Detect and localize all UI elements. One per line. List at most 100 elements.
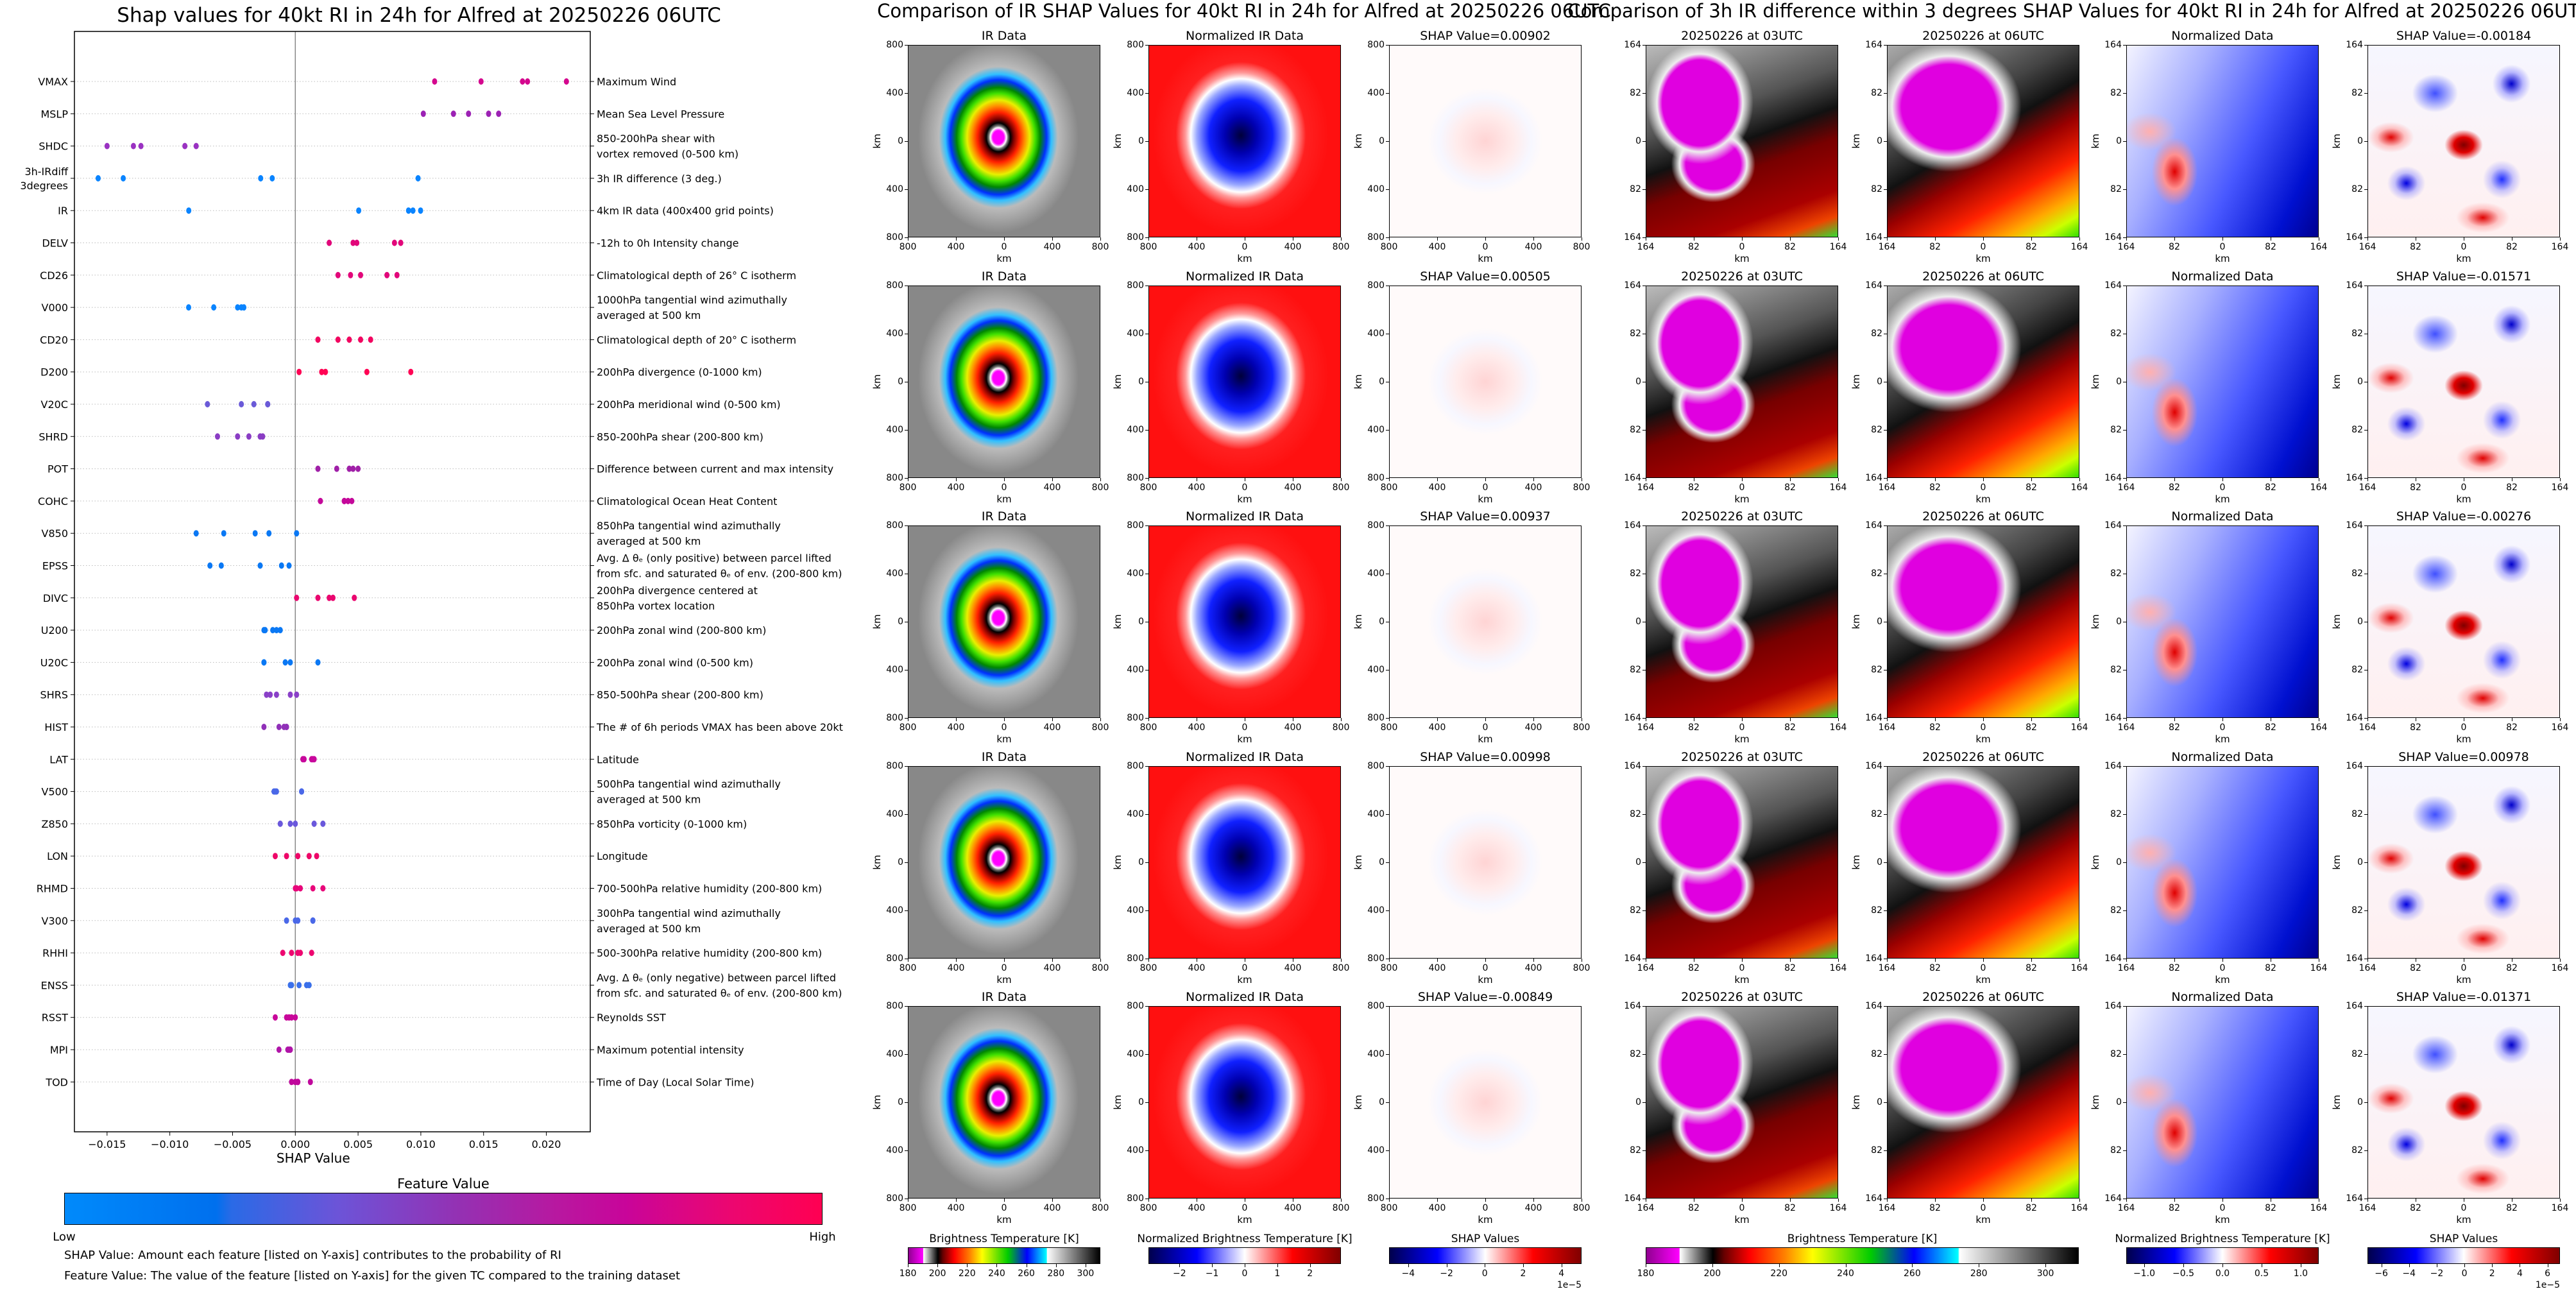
x-tick-mark bbox=[2222, 718, 2223, 722]
shap-point bbox=[432, 78, 438, 85]
x-tick-mark bbox=[1838, 1199, 1839, 1202]
x-axis-label: km bbox=[1734, 493, 1750, 505]
shap-point bbox=[289, 982, 294, 989]
shap-point bbox=[358, 271, 364, 278]
x-tick-mark bbox=[1100, 1199, 1101, 1202]
image-panel bbox=[1389, 765, 1582, 959]
x-tick-label: 82 bbox=[1688, 722, 1700, 733]
y-tick-label: 82 bbox=[2351, 808, 2363, 819]
y-tick-label: 800 bbox=[886, 1001, 903, 1012]
x-tick-mark bbox=[2560, 1199, 2561, 1202]
x-tick-label: 82 bbox=[2265, 962, 2276, 973]
y-tick-label: 82 bbox=[2351, 905, 2363, 916]
x-tick-label: 164 bbox=[2310, 722, 2328, 733]
y-tick-label: 82 bbox=[2110, 665, 2122, 676]
x-tick-mark bbox=[1742, 477, 1743, 481]
colorbar-title: SHAP Values bbox=[2429, 1233, 2498, 1245]
x-tick-mark bbox=[1341, 958, 1342, 962]
x-tick-label: 82 bbox=[2265, 722, 2276, 733]
y-tick-label: 164 bbox=[2346, 472, 2363, 483]
y-axis-label: km bbox=[2090, 1095, 2101, 1111]
shap-point bbox=[520, 78, 525, 85]
x-tick-label: 164 bbox=[2310, 482, 2328, 493]
y-tick-mark bbox=[2364, 45, 2367, 46]
y-tick-label: 800 bbox=[886, 40, 903, 50]
y-tick-mark bbox=[1386, 1102, 1389, 1104]
y-tick-label: 800 bbox=[1127, 40, 1144, 50]
x-tick-label: 400 bbox=[1524, 1203, 1542, 1214]
x-tick-mark bbox=[2560, 237, 2561, 241]
y-tick-label: 400 bbox=[886, 905, 903, 916]
panel-title: Normalized IR Data bbox=[1186, 509, 1304, 524]
y-axis-label: km bbox=[1112, 1095, 1123, 1111]
x-tick-mark bbox=[1887, 718, 1888, 722]
image-panel bbox=[2367, 525, 2560, 719]
x-tick-label: 800 bbox=[1139, 242, 1157, 252]
y-tick-label: 800 bbox=[1127, 760, 1144, 771]
shap-point bbox=[289, 950, 294, 957]
y-tick-label: 400 bbox=[886, 424, 903, 435]
y-tick-label: 164 bbox=[1865, 280, 1882, 291]
x-tick-mark bbox=[1533, 477, 1534, 481]
feature-label: V000 bbox=[42, 302, 68, 314]
shap-point bbox=[262, 627, 268, 634]
panel-title: 20250226 at 03UTC bbox=[1681, 509, 1803, 524]
x-tick-label: 82 bbox=[2169, 1203, 2180, 1214]
y-tick-mark bbox=[2123, 1102, 2126, 1104]
y-tick-mark bbox=[2364, 718, 2367, 719]
y-tick-label: 164 bbox=[2346, 953, 2363, 964]
x-tick-label: −0.015 bbox=[88, 1138, 126, 1150]
feature-description: Avg. Δ θₑ (only negative) between parcel… bbox=[597, 971, 836, 984]
x-tick-mark bbox=[2367, 1199, 2368, 1202]
image-panel bbox=[1646, 1006, 1838, 1199]
shap-point bbox=[358, 336, 364, 343]
x-tick-label: 164 bbox=[2117, 722, 2135, 733]
x-tick-label: 0 bbox=[2219, 962, 2226, 973]
y-tick-label: 82 bbox=[1630, 424, 1641, 435]
feature-description: 300hPa tangential wind azimuthally bbox=[597, 907, 781, 919]
x-tick-label: 400 bbox=[1284, 722, 1302, 733]
x-tick-mark bbox=[2367, 958, 2368, 962]
y-tick-label: 0 bbox=[898, 617, 903, 627]
y-tick-label: 82 bbox=[2110, 424, 2122, 435]
x-tick-mark bbox=[2079, 237, 2080, 241]
colorbar-tick-label: −2 bbox=[2430, 1268, 2444, 1279]
colorbar-tick-label: −4 bbox=[1401, 1268, 1415, 1279]
colorbar-tick-mark bbox=[2464, 1264, 2466, 1267]
y-tick-label: 400 bbox=[1127, 328, 1144, 339]
y-tick-label: 0 bbox=[2116, 376, 2122, 387]
image-panel bbox=[2126, 45, 2319, 237]
y-tick-label: 164 bbox=[1865, 953, 1882, 964]
x-tick-mark bbox=[1148, 237, 1149, 241]
y-axis-label: km bbox=[2331, 373, 2342, 389]
y-tick-label: 400 bbox=[1367, 424, 1385, 435]
shap-point bbox=[235, 433, 241, 440]
feature-label: LAT bbox=[49, 753, 68, 765]
y-tick-label: 800 bbox=[1127, 1001, 1144, 1012]
feature-label: COHC bbox=[38, 495, 68, 508]
colorbar-tick-label: −0.5 bbox=[2172, 1268, 2195, 1279]
y-tick-label: 164 bbox=[1624, 1193, 1641, 1204]
x-tick-label: 82 bbox=[2506, 482, 2518, 493]
feature-description: Maximum potential intensity bbox=[597, 1044, 744, 1056]
y-tick-label: 400 bbox=[1127, 184, 1144, 194]
x-tick-label: 82 bbox=[2265, 242, 2276, 252]
image-panel bbox=[908, 1006, 1100, 1199]
y-tick-label: 164 bbox=[1865, 713, 1882, 724]
x-tick-label: 800 bbox=[899, 962, 917, 973]
y-tick-label: 82 bbox=[2110, 1049, 2122, 1060]
panel-title: Normalized IR Data bbox=[1186, 29, 1304, 43]
shap-point bbox=[306, 853, 312, 860]
y-tick-label: 0 bbox=[898, 1097, 903, 1108]
y-tick-label: 164 bbox=[2104, 953, 2122, 964]
x-tick-mark bbox=[1004, 958, 1005, 962]
shap-point bbox=[341, 497, 347, 504]
shap-point bbox=[294, 530, 300, 537]
x-tick-mark bbox=[2031, 477, 2032, 481]
panel-title: Normalized Data bbox=[2171, 509, 2274, 524]
colorbar-tick-label: 0 bbox=[2461, 1268, 2468, 1279]
shap-point bbox=[211, 304, 217, 311]
x-tick-label: 82 bbox=[1784, 242, 1796, 252]
y-tick-label: 164 bbox=[2346, 40, 2363, 50]
colorbar-tick-mark bbox=[2409, 1264, 2410, 1267]
